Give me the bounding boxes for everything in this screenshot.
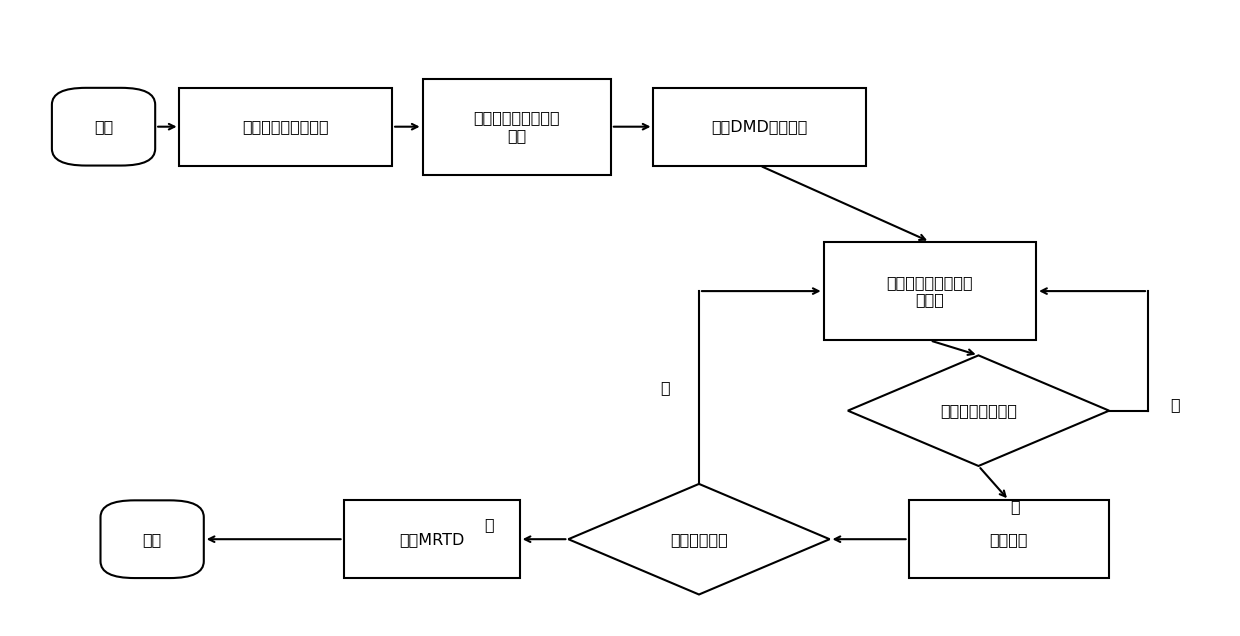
Text: 设置黑体工作模式和
温度: 设置黑体工作模式和 温度 [474,111,560,143]
Text: 安装仪器，系统上电: 安装仪器，系统上电 [243,119,329,134]
Bar [823,242,1037,340]
Bar [653,88,866,165]
Text: 结束: 结束 [143,532,161,547]
Text: 是否采集完成: 是否采集完成 [670,532,728,547]
Bar [343,501,520,578]
Polygon shape [568,484,830,595]
Text: 采集数据: 采集数据 [990,532,1028,547]
Text: 否: 否 [1169,398,1179,412]
Text: 能否刚好看到靶标: 能否刚好看到靶标 [940,403,1017,418]
Polygon shape [848,356,1109,466]
Text: 否: 否 [660,380,670,395]
FancyBboxPatch shape [52,88,155,165]
Text: 是: 是 [1011,499,1021,515]
Bar [909,501,1109,578]
Bar [423,79,611,174]
Text: 设置DMD工作模式: 设置DMD工作模式 [712,119,808,134]
Bar [180,88,392,165]
FancyBboxPatch shape [100,501,203,578]
Text: 开始: 开始 [94,119,113,134]
Text: 控制信号占空比，改
变温度: 控制信号占空比，改 变温度 [887,275,973,307]
Text: 是: 是 [485,517,495,532]
Text: 计算MRTD: 计算MRTD [399,532,464,547]
